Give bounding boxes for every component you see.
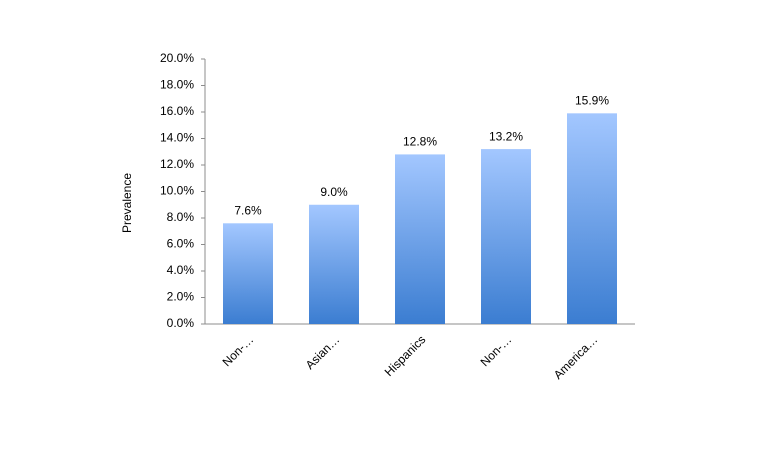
- value-label: 12.8%: [403, 135, 437, 149]
- x-tick-label: America…: [551, 332, 601, 382]
- y-tick-label: 12.0%: [160, 157, 194, 171]
- y-tick-label: 20.0%: [160, 51, 194, 65]
- y-tick-label: 10.0%: [160, 184, 194, 198]
- bar: [567, 113, 617, 324]
- value-label: 9.0%: [320, 185, 348, 199]
- bar: [481, 149, 531, 324]
- x-tick-label: Hispanics: [382, 332, 429, 379]
- y-tick-label: 2.0%: [167, 290, 195, 304]
- value-label: 15.9%: [575, 93, 609, 107]
- bar: [223, 223, 273, 324]
- value-label: 7.6%: [234, 203, 262, 217]
- x-tick-label: Non-…: [478, 332, 515, 369]
- y-tick-label: 6.0%: [167, 237, 195, 251]
- x-tick-label: Non-…: [220, 332, 257, 369]
- y-tick-label: 8.0%: [167, 210, 195, 224]
- y-tick-label: 4.0%: [167, 263, 195, 277]
- x-tick-label: Asian…: [303, 332, 343, 372]
- y-axis-title: Prevalence: [120, 173, 134, 233]
- y-tick-label: 16.0%: [160, 104, 194, 118]
- bar: [309, 204, 359, 324]
- y-tick-label: 18.0%: [160, 78, 194, 92]
- bar: [395, 154, 445, 324]
- y-tick-label: 14.0%: [160, 131, 194, 145]
- value-label: 13.2%: [489, 129, 523, 143]
- y-tick-label: 0.0%: [167, 316, 195, 330]
